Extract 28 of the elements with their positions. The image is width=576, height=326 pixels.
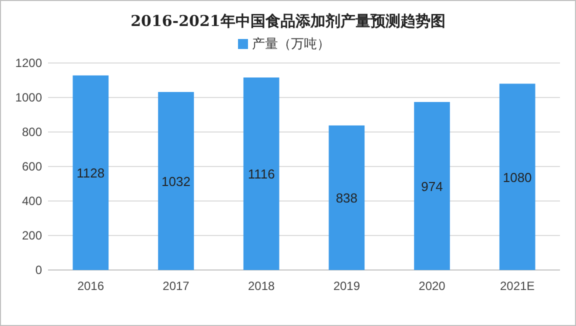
legend: 产量（万吨） xyxy=(238,36,330,51)
bar xyxy=(499,84,536,270)
legend-label: 产量（万吨） xyxy=(252,36,330,51)
data-label: 1116 xyxy=(248,166,275,182)
x-tick-label: 2018 xyxy=(248,279,276,293)
y-tick-label: 200 xyxy=(22,228,42,242)
data-label: 1128 xyxy=(76,166,105,181)
chart-title: 2016-2021年中国食品添加剂产量预测趋势图 xyxy=(130,12,446,30)
x-tick-label: 2020 xyxy=(418,279,446,293)
x-tick-label: 2021E xyxy=(500,279,535,293)
bar xyxy=(243,77,280,270)
data-label: 1080 xyxy=(502,170,532,185)
bar xyxy=(72,75,109,270)
data-label: 838 xyxy=(336,190,358,206)
x-tick-label: 2016 xyxy=(77,279,104,293)
bar xyxy=(158,92,194,270)
data-label: 974 xyxy=(421,178,443,194)
y-tick-label: 800 xyxy=(22,125,42,139)
y-tick-label: 600 xyxy=(22,160,42,174)
bar xyxy=(328,125,365,270)
y-tick-label: 1000 xyxy=(15,90,42,104)
y-tick-label: 1200 xyxy=(15,56,42,70)
x-tick-label: 2019 xyxy=(333,279,360,293)
y-tick-label: 0 xyxy=(35,263,42,277)
y-tick-label: 400 xyxy=(22,194,42,208)
data-label: 1032 xyxy=(162,174,190,189)
x-tick-label: 2017 xyxy=(162,279,190,293)
bar xyxy=(414,102,450,270)
